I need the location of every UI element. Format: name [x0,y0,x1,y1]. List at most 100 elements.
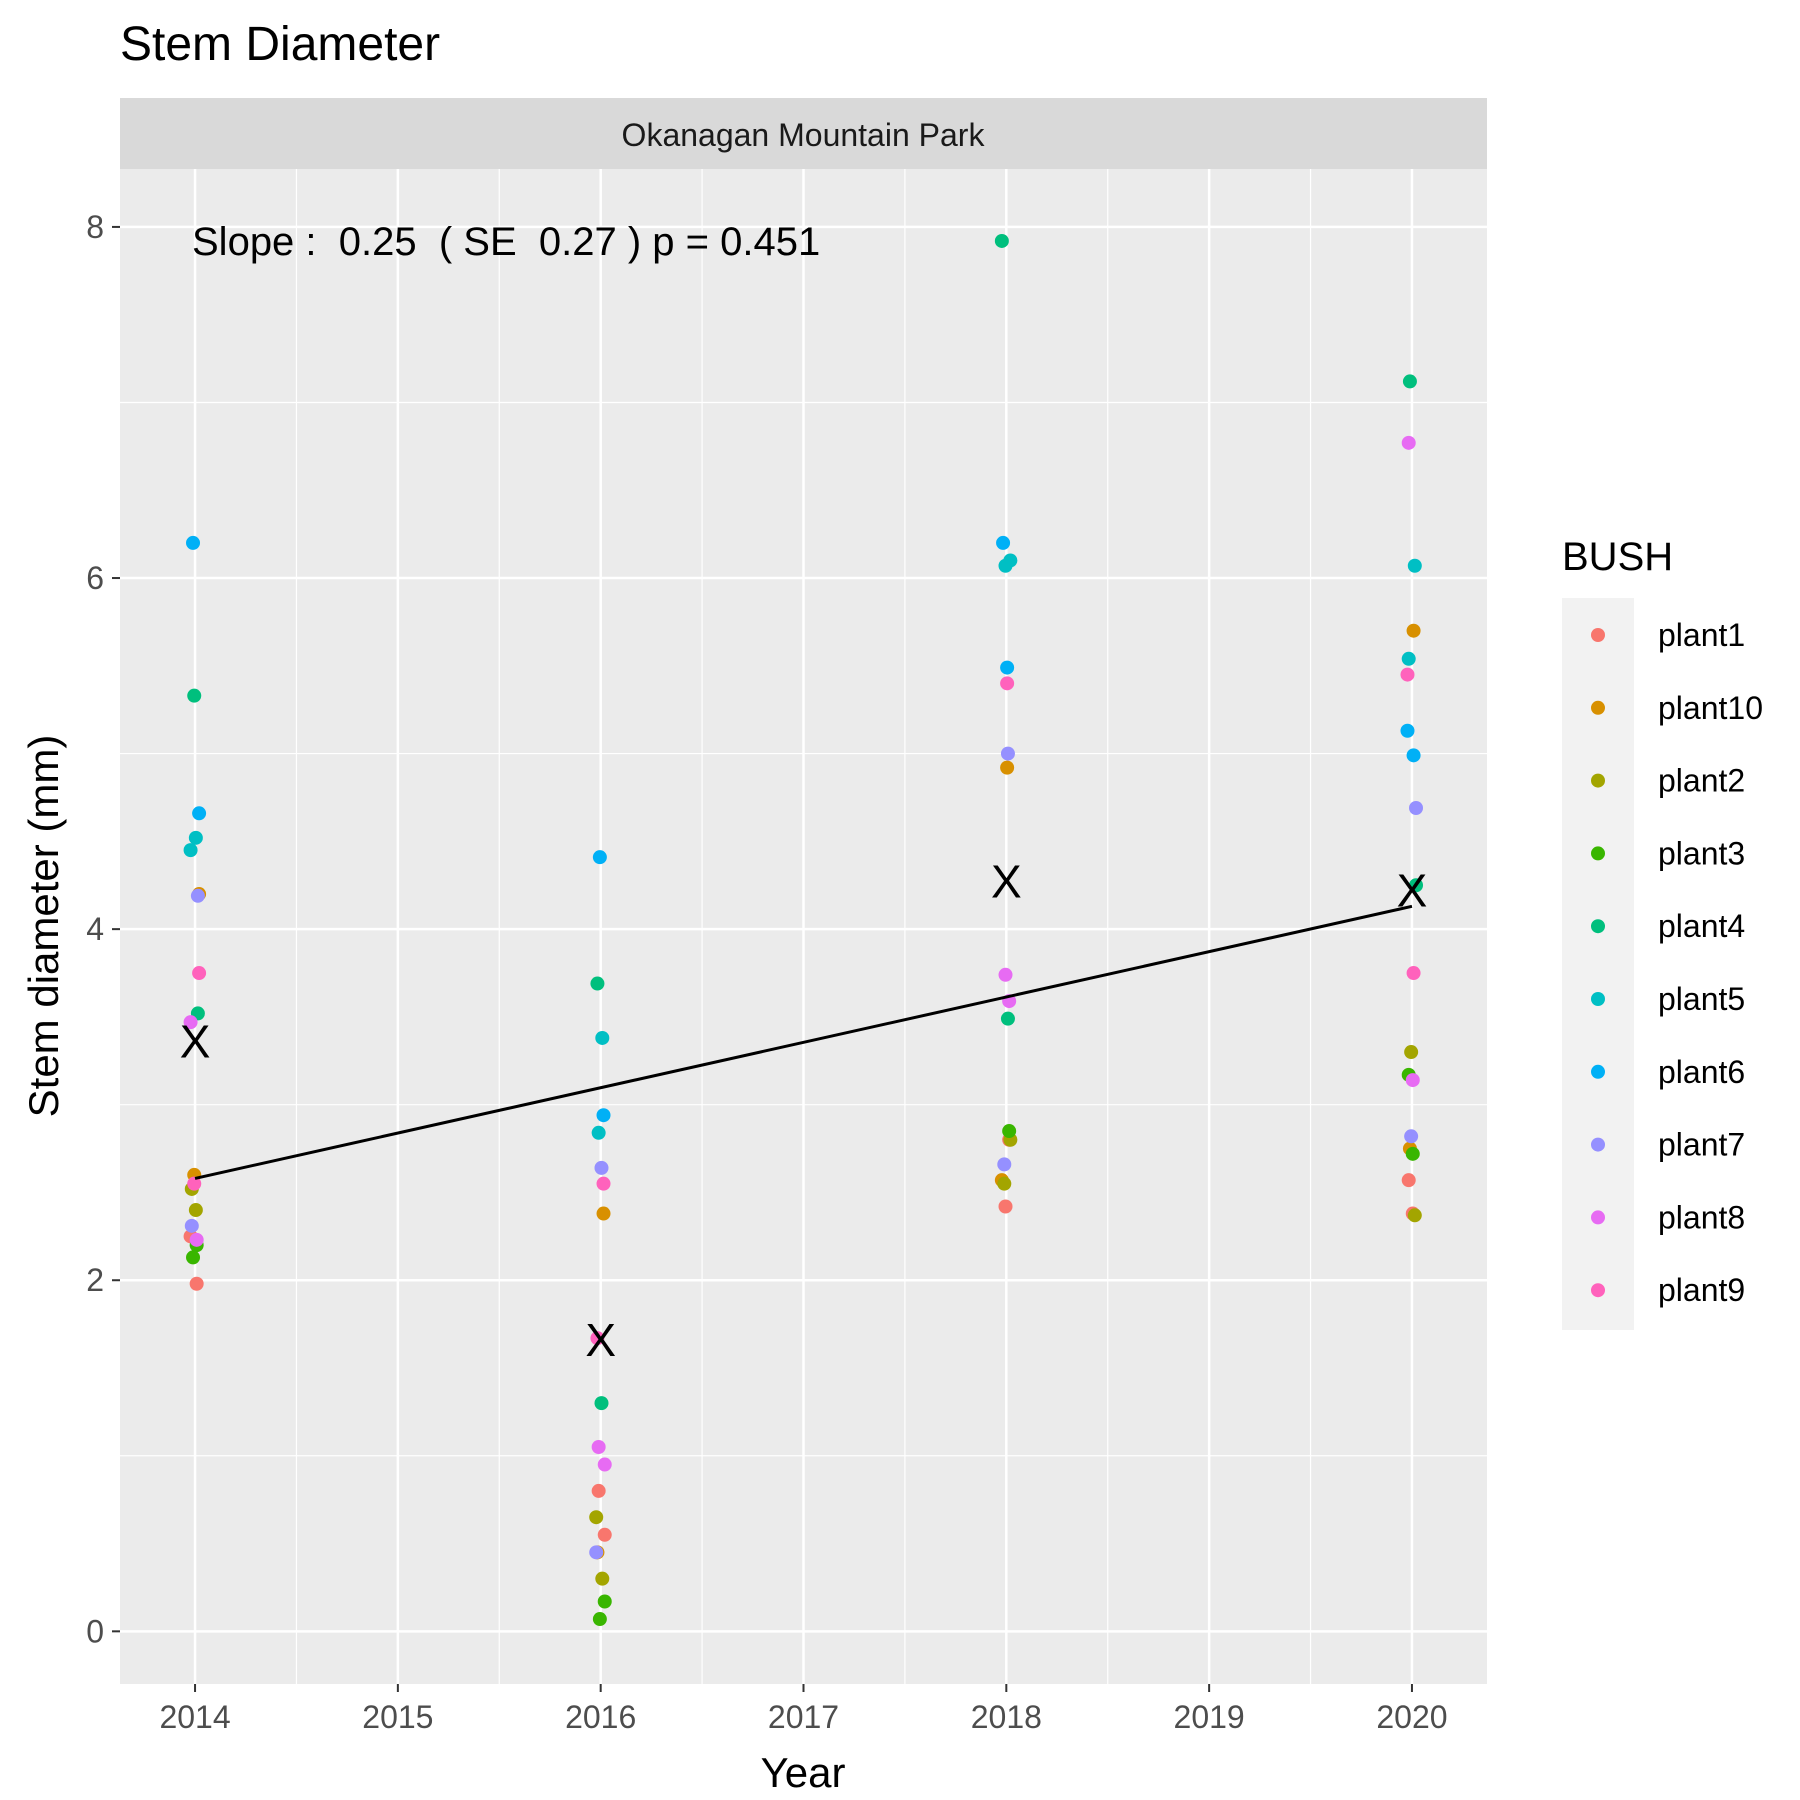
x-axis-title: Year [761,1749,846,1796]
y-tick-label: 0 [86,1613,104,1649]
legend-key-plant1 [1591,628,1605,642]
data-point-plant10 [1406,623,1421,638]
data-point-plant8 [597,1457,612,1472]
data-point-plant4 [594,1396,609,1411]
data-point-plant9 [596,1176,611,1191]
y-tick-label: 6 [86,560,104,596]
data-point-plant4 [1409,878,1424,893]
chart-title: Stem Diameter [120,18,440,71]
data-point-plant3 [592,1612,607,1627]
major-gridlines [120,169,1487,1684]
legend-key-plant2 [1591,773,1605,788]
legend-label-plant1: plant1 [1658,617,1745,653]
x-tick-label: 2015 [362,1699,433,1735]
x-tick-label: 2018 [971,1699,1042,1735]
data-point-plant6 [592,850,607,865]
legend-key-plant5 [1591,992,1605,1006]
data-point-plant5 [188,830,203,845]
data-point-plant5 [1407,558,1422,573]
data-point-plant6 [996,535,1011,550]
mean-marker: X [585,1314,616,1366]
legend-label-plant6: plant6 [1658,1054,1745,1090]
legend-label-plant3: plant3 [1658,835,1745,871]
data-point-plant5 [591,1125,606,1140]
legend-label-plant8: plant8 [1658,1199,1745,1235]
facet-strip [120,98,1487,169]
x-tick-label: 2017 [768,1699,839,1735]
y-tick-label: 4 [86,911,104,947]
mean-markers: X X X X [180,856,1428,1366]
data-point-plant6 [1406,748,1421,763]
data-point-plant4 [1000,1011,1015,1026]
legend-label-plant2: plant2 [1658,763,1745,799]
data-point-plant2 [589,1510,604,1525]
data-point-plant4 [590,976,605,991]
data-point-plant6 [1400,723,1415,738]
x-tick-label: 2019 [1174,1699,1245,1735]
data-point-plant7 [1409,801,1424,816]
data-point-plant3 [186,1250,201,1265]
data-point-plant8 [1405,1073,1420,1088]
x-tick-label: 2014 [159,1699,230,1735]
data-point-plant3 [1405,1146,1420,1161]
data-point-plant8 [998,967,1013,982]
data-point-plant3 [1002,1124,1017,1139]
legend-title: BUSH [1562,535,1673,579]
data-point-plant9 [1406,966,1421,981]
data-point-plant9 [187,1176,202,1191]
data-point-plant4 [187,688,202,703]
x-tick-label: 2016 [565,1699,636,1735]
data-point-plant9 [590,1331,605,1346]
data-point-plant1 [189,1276,204,1291]
data-point-plant8 [1401,435,1416,450]
data-point-plant7 [1404,1129,1419,1144]
data-point-plant9 [1000,676,1015,691]
facet-label: Okanagan Mountain Park [622,117,986,153]
legend-key-background [1562,598,1634,1330]
data-point-plant5 [998,558,1013,573]
legend-label-plant5: plant5 [1658,981,1745,1017]
legend-key-plant6 [1591,1064,1605,1079]
legend-key-plant8 [1591,1210,1605,1225]
data-point-plant5 [1401,651,1416,666]
data-point-plant8 [183,1015,198,1030]
y-axis-title: Stem diameter (mm) [20,735,67,1118]
data-point-plant9 [1400,667,1415,682]
data-point-plant2 [1404,1045,1419,1060]
axis-ticks [112,225,1413,1692]
data-point-plant8 [189,1232,204,1247]
slope-annotation: Slope : 0.25 ( SE 0.27 ) p = 0.451 [192,220,820,264]
data-point-plant4 [994,233,1009,248]
data-point-plant6 [192,806,207,821]
data-point-plant8 [591,1440,606,1455]
data-point-plant2 [595,1571,610,1586]
data-point-plant3 [597,1594,612,1609]
legend-key-plant7 [1591,1137,1605,1152]
data-point-plant1 [1401,1173,1416,1188]
legend-key-plant3 [1591,846,1605,861]
legend-label-plant4: plant4 [1658,908,1745,944]
data-point-plant7 [190,888,205,903]
data-point-plant6 [1000,660,1015,675]
data-point-plant7 [589,1545,604,1560]
data-point-plant5 [595,1030,610,1045]
data-point-plant1 [591,1483,606,1498]
regression-line [194,904,1413,1180]
data-points [183,233,1424,1627]
data-point-plant2 [997,1176,1012,1191]
legend-label-plant7: plant7 [1658,1127,1745,1163]
legend-key-plant9 [1591,1283,1605,1298]
data-point-plant10 [1000,760,1015,775]
data-point-plant10 [596,1206,611,1221]
y-tick-labels: 0 2 4 6 8 [86,209,104,1649]
data-point-plant4 [1402,374,1417,389]
mean-marker: X [180,1015,211,1067]
data-point-plant7 [997,1157,1012,1172]
legend-label-plant9: plant9 [1658,1272,1745,1308]
legend-label-plant10: plant10 [1658,690,1763,726]
data-point-plant2 [188,1203,203,1218]
x-tick-label: 2020 [1376,1699,1447,1735]
mean-marker: X [1397,865,1428,917]
legend-key-plant10 [1591,700,1605,715]
